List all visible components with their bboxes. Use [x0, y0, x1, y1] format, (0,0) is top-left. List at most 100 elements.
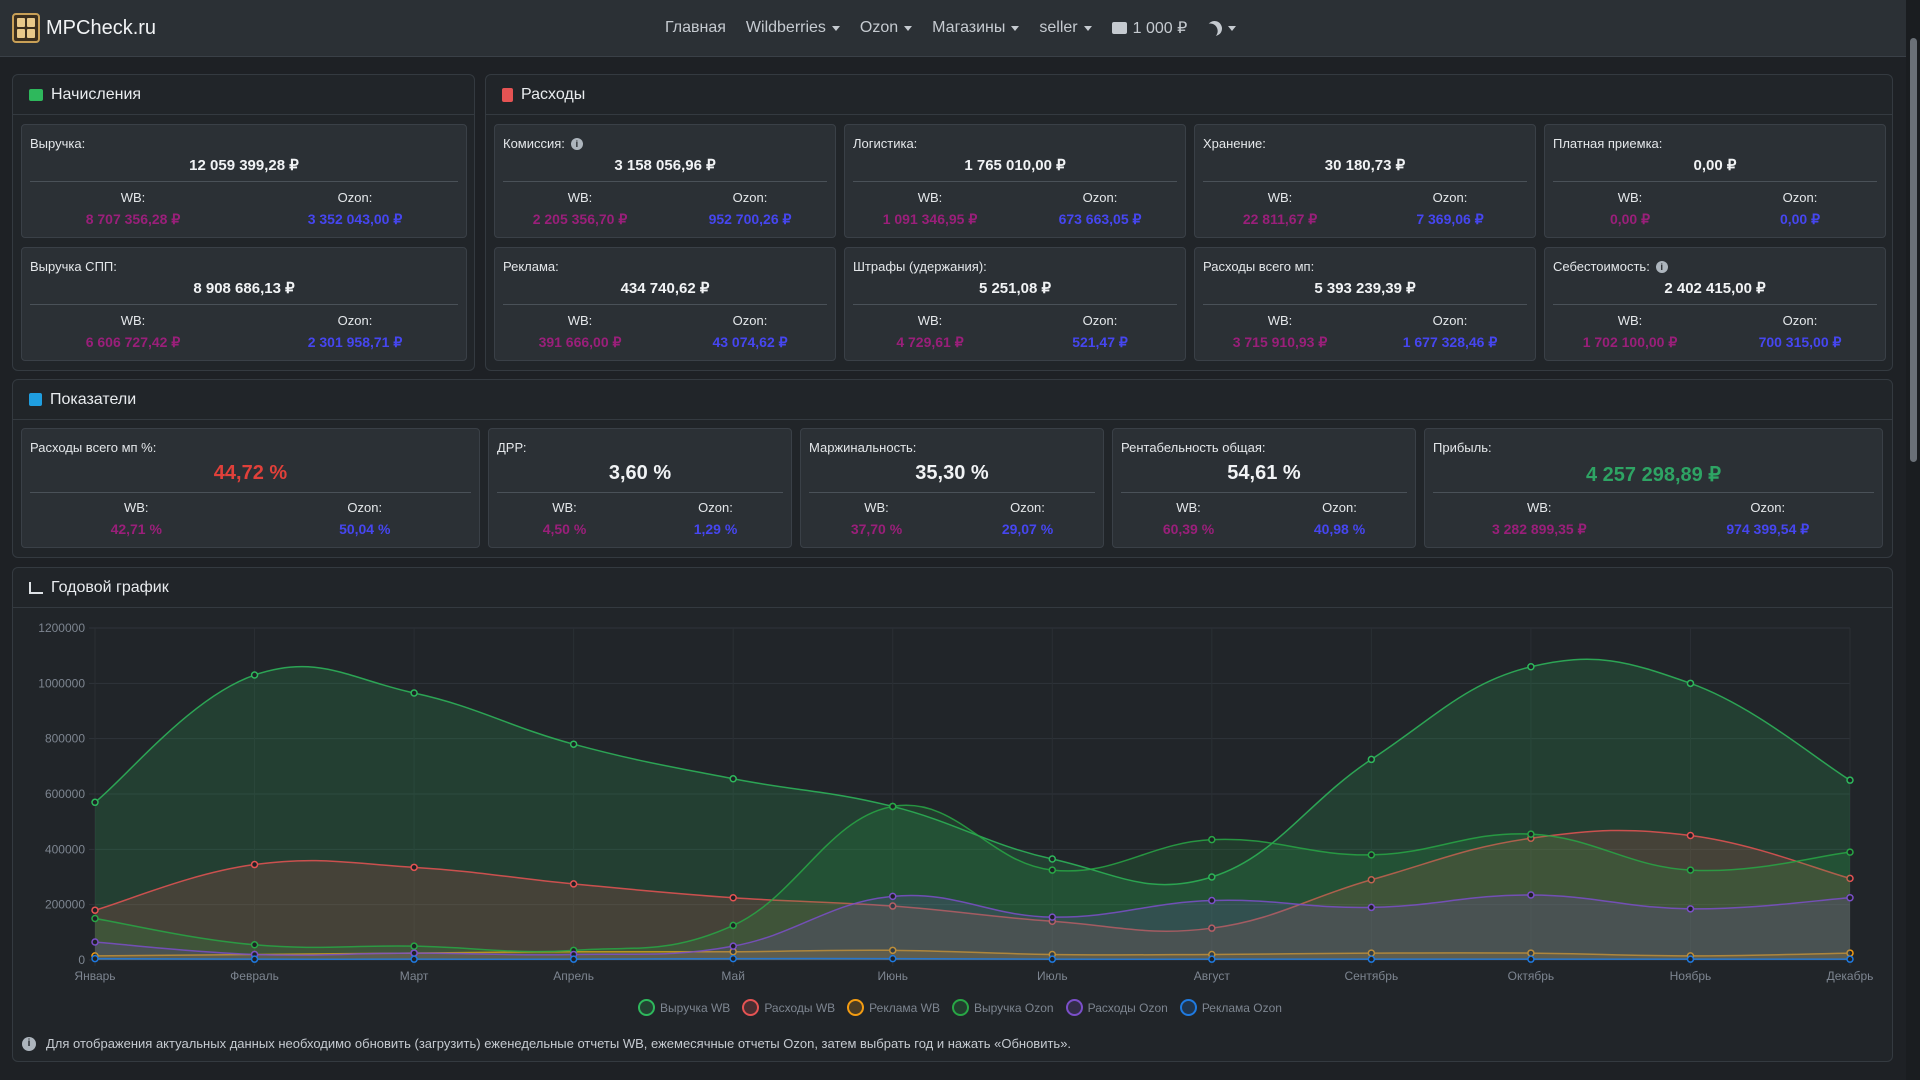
nav-balance[interactable]: 1 000 ₽: [1111, 18, 1188, 38]
data-point[interactable]: [1367, 955, 1376, 963]
metric-card: Расходы всего мп: 5 393 239,39 ₽ WB: Ozon: 3…: [1194, 247, 1536, 361]
data-point[interactable]: [1367, 755, 1376, 764]
nav-item-0[interactable]: Главная: [665, 19, 726, 37]
legend-label: Реклама Ozon: [1201, 1000, 1282, 1015]
data-point[interactable]: [569, 740, 578, 748]
page-scrollbar[interactable]: [1906, 0, 1920, 1080]
data-point[interactable]: [410, 689, 418, 697]
data-point[interactable]: [1048, 913, 1057, 921]
ozon-label: Ozon:: [1082, 313, 1118, 328]
legend-swatch: [951, 999, 969, 1016]
data-point[interactable]: [1527, 891, 1535, 899]
y-tick-label: 0: [78, 953, 85, 967]
card-label-text: Прибыль:: [1433, 440, 1492, 455]
scrollbar-thumb[interactable]: [1910, 38, 1917, 462]
data-point[interactable]: [91, 906, 99, 914]
ozon-label: Ozon:: [732, 190, 768, 205]
data-point[interactable]: [1208, 873, 1216, 881]
data-point[interactable]: [888, 892, 897, 901]
legend-item[interactable]: Расходы Ozon: [1065, 999, 1168, 1016]
ozon-value: 952 700,26 ₽: [708, 211, 792, 227]
nav-item-3[interactable]: Магазины: [932, 19, 1020, 37]
data-point[interactable]: [1208, 924, 1216, 932]
data-point[interactable]: [888, 946, 897, 955]
top-navbar: MPCheck.ru Главная Wildberries Ozon Магазин…: [0, 0, 1906, 57]
data-point[interactable]: [250, 941, 259, 949]
data-point[interactable]: [91, 914, 99, 923]
data-point[interactable]: [410, 942, 418, 950]
info-icon[interactable]: i: [1655, 260, 1668, 273]
expenses-header: Расходы: [486, 75, 1892, 115]
metric-card: Логистика: 1 765 010,00 ₽ WB: Ozon: 1 091 34…: [844, 124, 1186, 238]
legend-item[interactable]: Реклама WB: [847, 999, 940, 1016]
ozon-label: Ozon:: [1750, 500, 1786, 515]
data-point[interactable]: [1686, 679, 1695, 688]
x-tick-label: Март: [400, 969, 429, 983]
brand-link[interactable]: MPCheck.ru: [12, 13, 156, 43]
data-point[interactable]: [1686, 905, 1695, 913]
data-point[interactable]: [250, 955, 259, 963]
series-area: [95, 894, 1850, 960]
legend-item[interactable]: Выручка Ozon: [951, 999, 1054, 1016]
data-point[interactable]: [1527, 830, 1535, 838]
card-label-text: Выручка СПП:: [30, 259, 117, 274]
data-point[interactable]: [729, 894, 737, 902]
data-point[interactable]: [888, 954, 897, 963]
data-point[interactable]: [1048, 955, 1057, 963]
card-label: Хранение:: [1203, 136, 1266, 151]
data-point[interactable]: [729, 954, 737, 963]
data-point[interactable]: [1686, 831, 1695, 840]
data-point[interactable]: [250, 860, 259, 869]
data-point[interactable]: [410, 955, 418, 963]
legend-item[interactable]: Расходы WB: [742, 999, 835, 1016]
card-total: 4 257 298,89 ₽: [1585, 464, 1722, 486]
data-point[interactable]: [1527, 955, 1535, 963]
data-point[interactable]: [569, 880, 578, 888]
annual-chart-header: Годовой график: [13, 568, 1892, 608]
data-point[interactable]: [1208, 955, 1216, 963]
data-point[interactable]: [1846, 848, 1854, 856]
data-point[interactable]: [1846, 894, 1854, 902]
data-point[interactable]: [91, 938, 99, 946]
data-point[interactable]: [888, 902, 897, 910]
data-point[interactable]: [410, 949, 418, 957]
data-point[interactable]: [1527, 662, 1535, 671]
wb-value: 0,00 ₽: [1609, 211, 1651, 227]
data-point[interactable]: [1367, 851, 1376, 859]
x-tick-label: Январь: [74, 969, 115, 983]
data-point[interactable]: [1846, 955, 1854, 963]
ozon-label: Ozon:: [347, 500, 383, 515]
data-point[interactable]: [888, 802, 897, 811]
legend-item[interactable]: Реклама Ozon: [1179, 999, 1282, 1016]
data-point[interactable]: [250, 671, 259, 679]
wb-label: WB:: [1617, 313, 1643, 328]
data-point[interactable]: [1367, 876, 1376, 884]
nav-item-4[interactable]: seller: [1039, 19, 1092, 37]
data-point[interactable]: [729, 775, 737, 783]
theme-switcher[interactable]: [1207, 21, 1237, 36]
data-point[interactable]: [569, 955, 578, 963]
data-point[interactable]: [1048, 866, 1057, 874]
data-point[interactable]: [1208, 896, 1216, 905]
nav-item-1[interactable]: Wildberries: [746, 19, 840, 37]
data-point[interactable]: [410, 863, 418, 872]
y-tick-label: 1000000: [38, 676, 85, 690]
balance-value: 1 000 ₽: [1132, 20, 1188, 37]
data-point[interactable]: [1208, 835, 1216, 844]
data-point[interactable]: [1686, 955, 1695, 963]
data-point[interactable]: [729, 942, 737, 950]
info-icon[interactable]: i: [570, 137, 583, 150]
data-point[interactable]: [1367, 903, 1376, 912]
data-point[interactable]: [1048, 855, 1057, 863]
data-point[interactable]: [729, 921, 737, 930]
card-total: 12 059 399,28 ₽: [189, 157, 299, 174]
data-point[interactable]: [91, 798, 99, 807]
data-point[interactable]: [1686, 866, 1695, 874]
nav-item-2[interactable]: Ozon: [860, 19, 913, 37]
legend-item[interactable]: Выручка WB: [638, 999, 730, 1016]
ozon-value: 50,04 %: [339, 521, 391, 537]
data-point[interactable]: [91, 954, 99, 963]
data-point[interactable]: [1846, 776, 1854, 784]
x-tick-label: Сентябрь: [1344, 969, 1398, 983]
data-point[interactable]: [1846, 874, 1854, 883]
